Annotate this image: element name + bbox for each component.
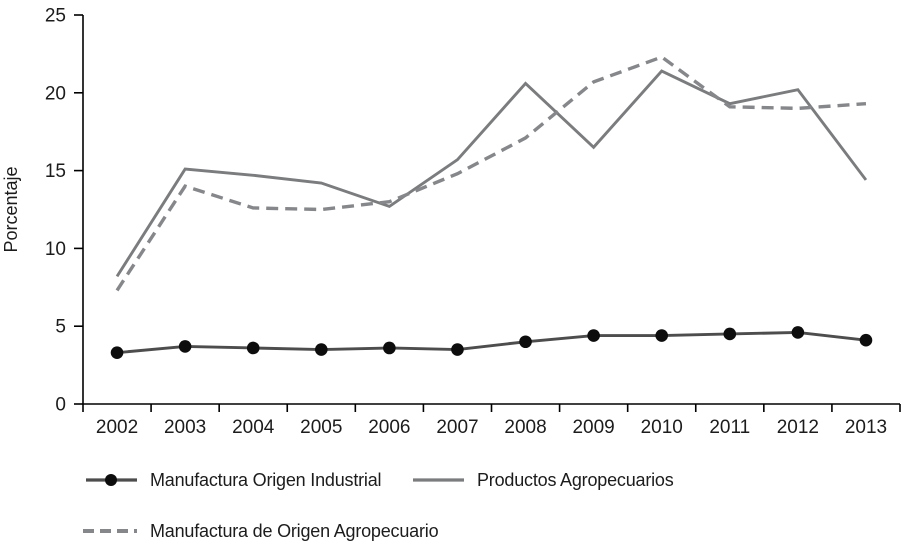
x-tick-label: 2011 <box>709 417 750 438</box>
x-tick-label: 2006 <box>368 417 410 438</box>
x-tick-label: 2013 <box>845 417 887 438</box>
data-point-marker <box>383 341 396 355</box>
legend-item-manufactura-origen-agropecuario: Manufactura de Origen Agropecuario <box>82 520 439 542</box>
line-with-dot-marker-icon <box>86 474 137 486</box>
data-point-marker <box>314 343 328 356</box>
legend-label: Manufactura Origen Industrial <box>150 469 382 490</box>
data-point-marker <box>723 327 737 341</box>
legend-item-productos-agropecuarios: Productos Agropecuarios <box>412 469 674 491</box>
y-tick-label: 15 <box>45 161 66 182</box>
y-tick-label: 5 <box>55 317 66 338</box>
x-tick-label: 2010 <box>641 417 683 438</box>
data-point-marker <box>110 346 124 359</box>
data-point-marker <box>791 326 805 339</box>
y-axis-title: Porcentaje <box>1 166 21 252</box>
series-line-2 <box>115 55 867 292</box>
x-tick-label: 2003 <box>164 417 206 438</box>
chart-legend: Manufactura Origen Industrial Productos … <box>0 445 909 548</box>
legend-item-manufactura-origen-industrial: Manufactura Origen Industrial <box>85 469 382 491</box>
x-tick-label: 2002 <box>96 417 138 438</box>
y-tick-label: 10 <box>45 239 66 260</box>
y-tick-label: 20 <box>45 83 66 104</box>
series-line-1 <box>115 69 868 278</box>
data-point-marker <box>246 341 260 355</box>
line-chart-plot: 0 5 10 15 20 25 2002 2003 2004 2005 2006 2007 2008 20… <box>1 6 901 438</box>
x-tick-label: 2008 <box>504 417 546 438</box>
x-tick-label: 2004 <box>232 417 275 438</box>
x-tick-label: 2007 <box>436 417 478 438</box>
data-point-marker <box>451 343 464 356</box>
data-point-marker <box>587 329 600 342</box>
y-tick-label: 25 <box>45 6 66 27</box>
legend-label: Manufactura de Origen Agropecuario <box>150 520 439 541</box>
data-point-marker <box>178 340 192 353</box>
solid-line-swatch-icon <box>413 478 464 482</box>
x-tick-label: 2005 <box>300 417 342 438</box>
data-point-marker <box>655 329 669 342</box>
series-line-0 <box>116 330 867 355</box>
legend-label: Productos Agropecuarios <box>477 469 674 490</box>
y-tick-label: 0 <box>55 395 66 416</box>
x-tick-label: 2012 <box>777 417 819 438</box>
dashed-line-swatch-icon <box>83 529 137 533</box>
data-point-marker <box>519 335 532 349</box>
data-point-marker <box>859 333 873 347</box>
x-tick-label: 2009 <box>572 417 614 438</box>
